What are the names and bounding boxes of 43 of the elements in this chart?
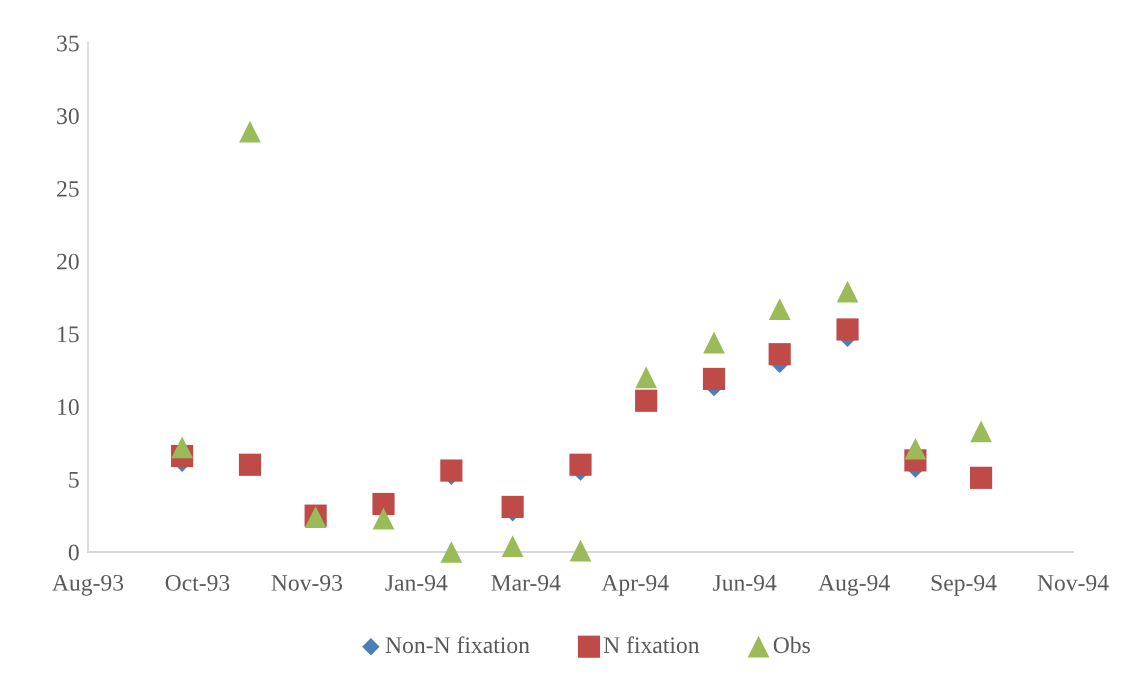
x-tick-label: Oct-93 — [165, 574, 230, 591]
legend-label: N fixation — [603, 636, 700, 654]
x-tick-label: Aug-94 — [818, 574, 890, 596]
point — [440, 459, 463, 482]
point — [836, 280, 859, 303]
point — [970, 420, 992, 443]
point — [969, 466, 993, 489]
y-tick-label: 5 — [69, 472, 79, 488]
y-tick-label: 25 — [57, 180, 79, 197]
point — [501, 495, 524, 519]
x-tick-label: Jun-94 — [713, 574, 777, 591]
point — [372, 507, 395, 530]
point — [904, 437, 927, 460]
point — [635, 389, 658, 412]
point — [768, 343, 791, 366]
y-tick-label: 35 — [57, 35, 79, 52]
x-tick-label: Nov-94 — [1037, 574, 1109, 591]
point — [768, 298, 791, 320]
x-tick-label: Jan-94 — [385, 574, 448, 591]
point — [569, 453, 592, 476]
x-tick-label: Mar-94 — [491, 574, 561, 591]
point — [440, 541, 463, 563]
point — [836, 318, 859, 341]
legend-label: Non-N fixation — [385, 636, 530, 654]
point — [171, 436, 193, 459]
y-tick-label: 20 — [57, 253, 79, 270]
y-tick-label: 30 — [57, 108, 79, 125]
point — [372, 492, 395, 516]
legend-label: Obs — [773, 636, 810, 654]
point — [501, 535, 524, 558]
y-tick-label: 10 — [58, 399, 79, 415]
point — [569, 539, 592, 562]
x-tick-label: Aug-93 — [52, 574, 124, 596]
point — [702, 367, 726, 391]
point — [635, 366, 658, 389]
point — [239, 120, 261, 143]
point — [238, 453, 262, 476]
x-tick-label: Nov-93 — [271, 574, 343, 591]
y-tick-label: 15 — [58, 326, 79, 343]
point — [703, 331, 725, 354]
y-tick-label: 0 — [68, 544, 79, 561]
x-tick-label: Sep-94 — [931, 574, 997, 596]
x-tick-label: Apr-94 — [601, 574, 669, 596]
